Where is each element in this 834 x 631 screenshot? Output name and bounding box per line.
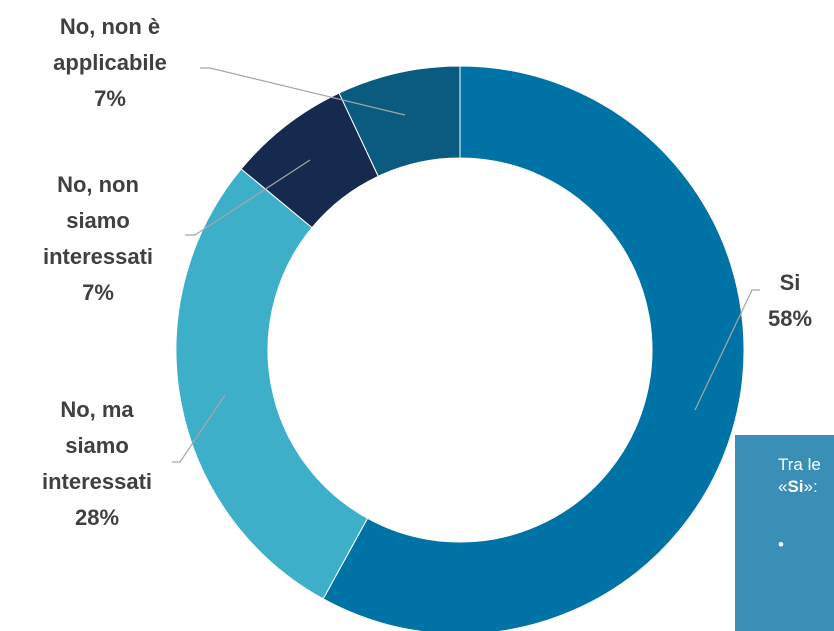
note-text: Tra le (778, 455, 821, 474)
label-non-interessati: No, non siamo interessati 7% (33, 167, 163, 311)
leader-line (172, 394, 226, 463)
donut-segment (338, 65, 461, 177)
category-label: No, non siamo interessati (42, 172, 154, 269)
label-interessati: No, ma siamo interessati 28% (32, 392, 162, 536)
label-applicabile: No, non è applicabile 7% (30, 9, 190, 117)
value-label: 28% (74, 505, 120, 530)
value-label: 7% (94, 86, 126, 111)
leader-line (185, 159, 311, 236)
donut-segment (322, 65, 745, 631)
value-label: 58% (767, 306, 813, 331)
category-label: No, non è applicabile (53, 14, 167, 75)
note-text: »: (803, 477, 818, 496)
note-bold: Si (787, 477, 804, 496)
bullet: • (778, 535, 784, 554)
value-label: 7% (82, 280, 114, 305)
note-text: « (778, 477, 788, 496)
category-label: Si (779, 270, 801, 295)
leader-line (694, 289, 760, 411)
label-si: Si 58% (760, 265, 820, 337)
leader-line (200, 67, 406, 116)
note-box: Tra le «Si»: • (735, 435, 834, 631)
category-label: No, ma siamo interessati (41, 397, 153, 494)
donut-segment (175, 168, 369, 600)
note-line: «Si»: (778, 477, 818, 497)
